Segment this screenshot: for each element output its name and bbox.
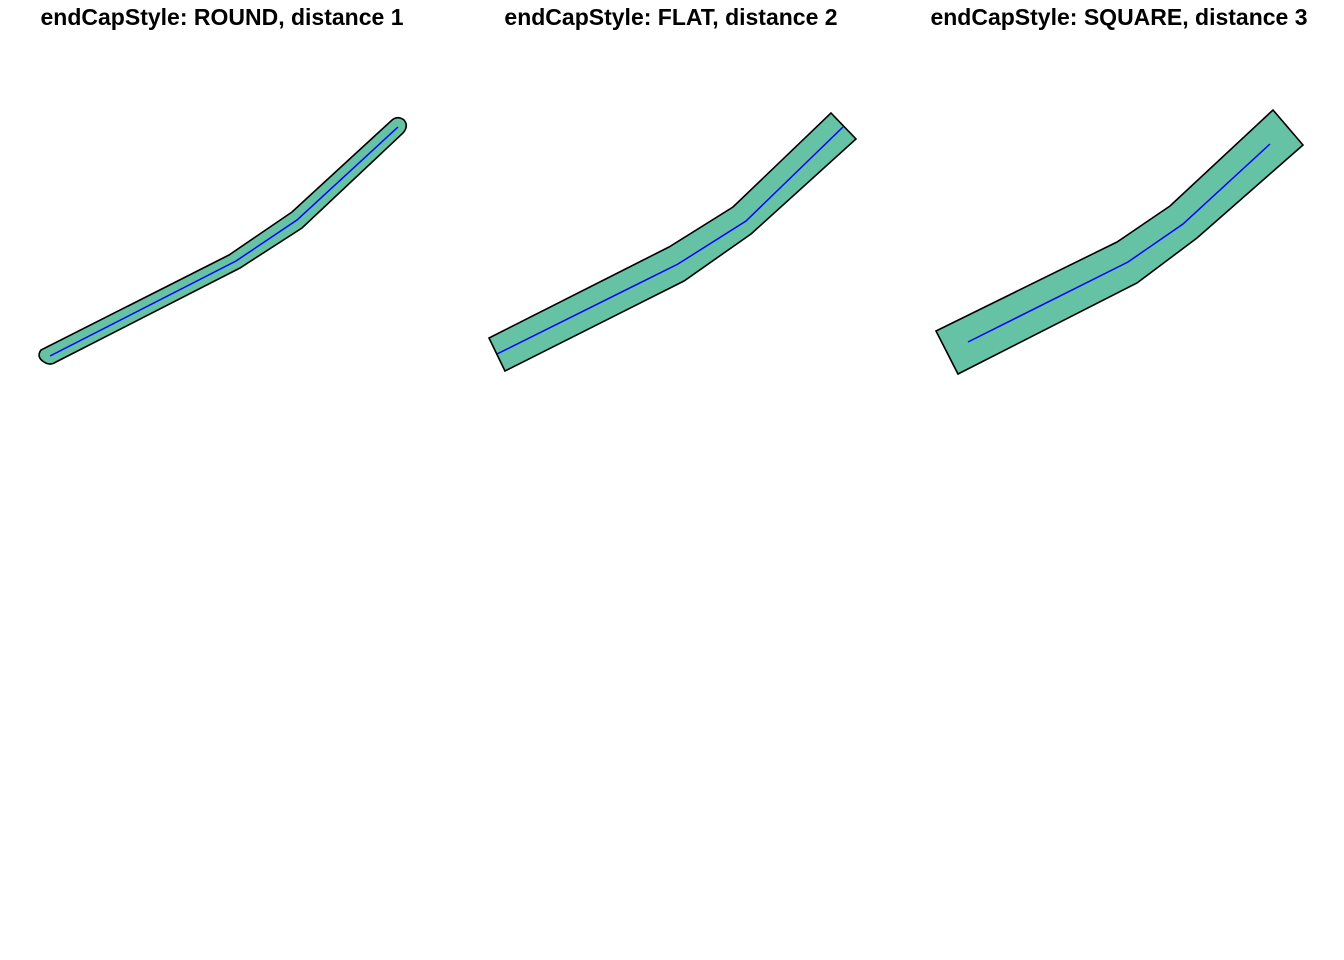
source-line-flat — [496, 126, 844, 355]
panel-round — [38, 116, 408, 365]
panel-title-round: endCapStyle: ROUND, distance 1 — [40, 4, 404, 30]
panel-title-flat: endCapStyle: FLAT, distance 2 — [504, 4, 838, 30]
buffer-polygon-round — [38, 116, 408, 365]
panel-title-square: endCapStyle: SQUARE, distance 3 — [930, 4, 1308, 30]
buffer-polygon-flat — [487, 111, 858, 373]
panel-flat — [487, 111, 858, 373]
source-line-round — [49, 126, 399, 357]
panel-square — [934, 108, 1305, 376]
source-line-square — [967, 143, 1271, 343]
buffer-polygon-square — [934, 108, 1305, 376]
